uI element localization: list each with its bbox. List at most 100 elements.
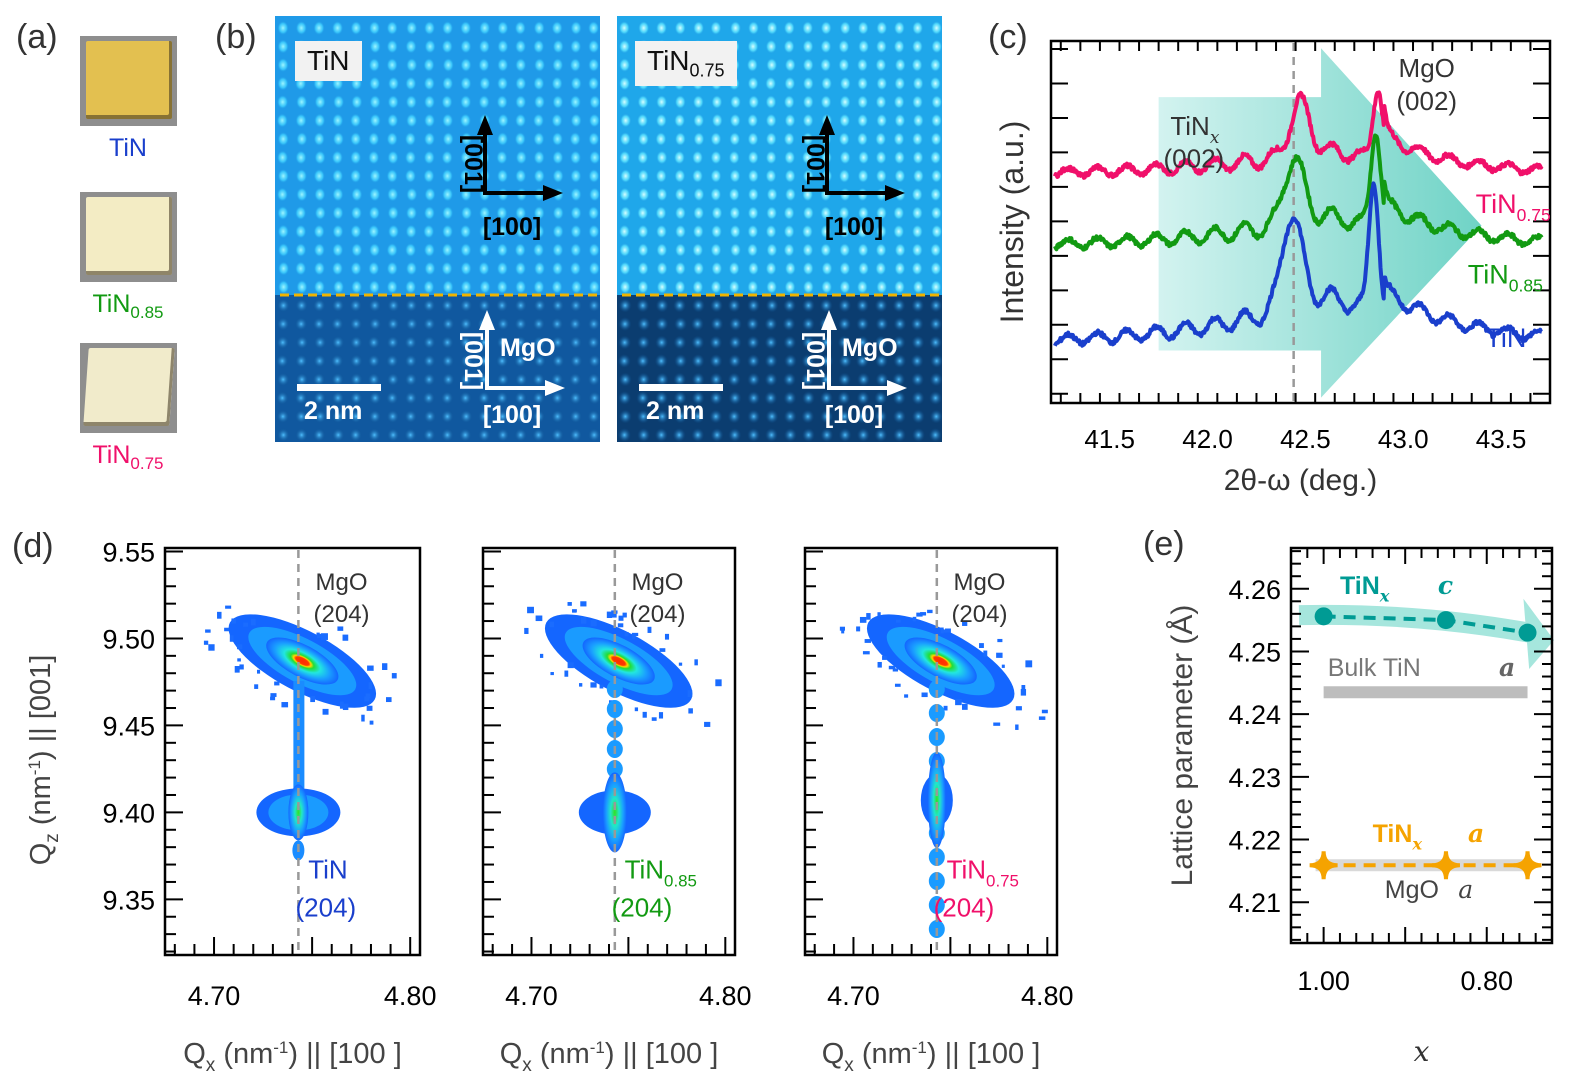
arrow-right-icon (543, 185, 563, 201)
annotation-mgo-hkl: (002) (1396, 86, 1457, 116)
mgo-a-var: a (1458, 875, 1473, 904)
y-tick-label: 4.23 (1228, 763, 1281, 793)
y-tick-label: 9.50 (102, 624, 155, 654)
x-axis-title: Qx (nm-1) || [100 ] (822, 1038, 1041, 1076)
y-tick-label: 4.25 (1228, 637, 1281, 667)
substrate-label: MgO (842, 334, 898, 362)
y-axis-title: Lattice parameter (Å) (1166, 605, 1199, 887)
series-line-TiN (1053, 181, 1543, 348)
arrow-up-icon (477, 115, 493, 135)
x-axis-title: Qx (nm-1) || [100 ] (500, 1038, 719, 1076)
x-tick-label: 43.0 (1378, 424, 1429, 454)
film-axes: [001] [100] (801, 115, 905, 241)
substrate-peak (266, 637, 339, 685)
stem-sample-tag: TiN0.75 (635, 41, 737, 86)
rsm-map: 4.70 4.80 9.35 9.40 9.45 9.50 9.55 Qx (nm-1) ||… (102, 537, 436, 1076)
thickness-fringe (606, 680, 623, 699)
data-point (1518, 623, 1537, 642)
y-tick-label: 4.24 (1228, 700, 1281, 730)
y-tick-label: 9.45 (102, 711, 155, 741)
sample-chip (86, 197, 172, 275)
thickness-fringe (606, 720, 623, 739)
sample-photo (80, 192, 177, 282)
axis-label-100: [100] (483, 213, 541, 241)
film-label: TiN0.85 (625, 854, 697, 890)
x-tick-label: 4.80 (699, 981, 752, 1011)
sample-label: TiN0.85 (92, 290, 164, 322)
arrow-up-icon (821, 310, 837, 330)
sample-photo (80, 36, 177, 126)
panel-label-b: (b) (215, 18, 257, 56)
series-label-TiN0.85: TiN0.85 (1468, 260, 1543, 296)
series-label-var-a: a (1468, 819, 1484, 848)
data-point (1436, 611, 1455, 630)
film-axes: [001] [100] (459, 115, 563, 241)
series-label-var-c: c (1438, 571, 1453, 600)
atom-columns (275, 20, 600, 442)
scale-bar (639, 384, 723, 391)
plot-frame (163, 546, 422, 957)
x-axis-title: 2θ-ω (deg.) (1224, 464, 1378, 497)
axis-label-001: [001] (459, 332, 487, 390)
film-hkl: (204) (612, 893, 673, 923)
bulk-tin-var: a (1499, 653, 1515, 682)
thickness-fringe (928, 848, 945, 867)
y-axis-title: Qz (nm-1) || [001] (25, 655, 63, 866)
plot-frame (803, 546, 1059, 957)
x-tick-label: 4.80 (1021, 981, 1074, 1011)
film-peak (288, 784, 309, 841)
substrate-label: MgO (316, 569, 368, 596)
x-tick-label: 42.0 (1182, 424, 1233, 454)
x-tick-label: 43.5 (1476, 424, 1527, 454)
series-label-TiN0.75: TiN0.75 (1476, 189, 1551, 225)
thickness-fringe (928, 872, 945, 891)
x-tick-label: 42.5 (1280, 424, 1331, 454)
data-point (1309, 851, 1338, 880)
annotation-tinx-hkl: (002) (1163, 144, 1224, 174)
y-tick-label: 4.26 (1228, 575, 1281, 605)
panel-label-c: (c) (988, 18, 1028, 56)
substrate-axes: [001] [100] MgO (459, 310, 565, 429)
thickness-fringe (928, 680, 945, 699)
data-point (1513, 851, 1542, 880)
x-tick-label: 4.70 (505, 981, 558, 1011)
series-label-tinx-a: TiNx (1373, 820, 1423, 854)
sample-chip (83, 348, 175, 426)
substrate-label: MgO (500, 334, 556, 362)
xrd-chart: 41.5 42.0 42.5 43.0 43.5 2θ-ω (deg.) Intensity… (994, 39, 1552, 497)
film-peak (927, 752, 946, 849)
film-hkl: (204) (934, 893, 995, 923)
scale-bar-label: 2 nm (304, 397, 362, 425)
thickness-fringe (606, 760, 623, 779)
y-axis-title: Intensity (a.u.) (994, 121, 1030, 324)
sample-photo (80, 343, 177, 433)
trend-arrow-head-icon (1523, 598, 1554, 670)
panel-label-a: (a) (16, 18, 58, 56)
scale-bar-label: 2 nm (646, 397, 704, 425)
stem-sample-tag: TiN (295, 41, 362, 81)
series-line-TiN0.85 (1053, 133, 1544, 252)
data-point (1314, 607, 1333, 626)
sample-label: TiN (109, 134, 147, 162)
series-label-tinx-c: TiNx (1340, 572, 1390, 606)
film-hkl: (204) (295, 893, 356, 923)
rsm-charts: 4.70 4.80 9.35 9.40 9.45 9.50 9.55 Qx (nm-1) ||… (25, 537, 1074, 1076)
panel-label-e: (e) (1143, 525, 1185, 563)
axis-label-100: [100] (825, 401, 883, 429)
y-tick-label: 4.22 (1228, 826, 1281, 856)
arrow-right-icon (545, 380, 565, 396)
lattice-parameter-chart: 4.21 4.22 4.23 4.24 4.25 4.26 1.00 0.80 x Lattice… (1166, 546, 1554, 1068)
x-tick-label: 4.80 (384, 981, 437, 1011)
scale-bar (297, 384, 381, 391)
axis-label-001: [001] (801, 332, 829, 390)
arrow-right-icon (885, 185, 905, 201)
y-tick-label: 9.35 (102, 885, 155, 915)
y-tick-label: 9.40 (102, 798, 155, 828)
x-axis-title: x (1414, 1035, 1430, 1068)
substrate-peak (904, 637, 977, 685)
film-label: TiN0.75 (947, 854, 1019, 890)
stem-image: [001] [100] [001] [100] MgO 2 nm TiN0.75 (617, 16, 942, 442)
atom-columns (617, 20, 942, 442)
